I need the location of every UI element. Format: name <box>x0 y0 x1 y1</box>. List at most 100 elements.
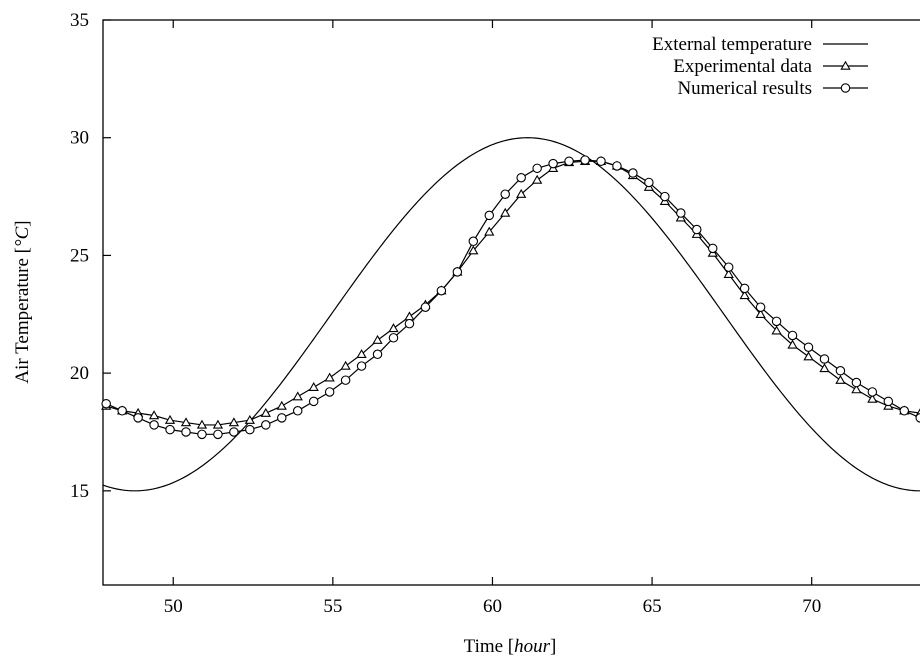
markers-layer <box>101 155 920 440</box>
data-point-series-3 <box>388 333 399 343</box>
data-point-series-2 <box>723 268 734 278</box>
y-axis-title-unit: °C <box>12 226 33 247</box>
data-point-series-2 <box>276 400 287 410</box>
data-point-series-3 <box>516 172 526 183</box>
data-point-series-2 <box>388 323 399 333</box>
x-tick-label: 55 <box>323 596 342 617</box>
series-line-2 <box>106 160 920 426</box>
data-point-series-2 <box>148 410 160 420</box>
data-point-series-3 <box>755 302 766 312</box>
y-tick-label: 30 <box>70 128 89 149</box>
data-point-series-3 <box>723 262 734 272</box>
data-point-series-3 <box>500 189 510 199</box>
data-point-series-2 <box>500 207 511 217</box>
y-axis-title-end: ] <box>12 220 33 226</box>
data-point-series-3 <box>532 163 542 174</box>
data-point-series-3 <box>692 224 702 235</box>
data-point-series-2 <box>196 419 208 429</box>
data-point-series-2 <box>835 374 846 384</box>
data-point-series-2 <box>867 393 878 403</box>
data-point-series-3 <box>915 413 920 423</box>
data-point-series-2 <box>819 363 830 373</box>
data-point-series-3 <box>883 396 894 407</box>
data-point-series-3 <box>149 420 159 430</box>
series-layer <box>103 137 920 492</box>
data-point-series-3 <box>101 398 111 409</box>
data-point-series-2 <box>164 414 176 424</box>
legend-marker-series-3 <box>840 83 851 93</box>
data-point-series-3 <box>261 420 271 430</box>
data-point-series-3 <box>660 191 670 202</box>
plot-frame <box>102 19 920 586</box>
data-point-series-2 <box>324 372 335 382</box>
data-point-series-3 <box>707 243 718 254</box>
data-point-series-2 <box>244 414 255 424</box>
data-point-series-2 <box>532 174 543 184</box>
data-point-series-2 <box>228 417 240 427</box>
data-point-series-3 <box>133 413 143 423</box>
legend-label-series-3: Numerical results <box>677 78 812 99</box>
data-point-series-3 <box>564 156 574 167</box>
data-point-series-2 <box>340 360 351 370</box>
data-point-series-3 <box>452 267 463 277</box>
data-point-series-2 <box>372 334 383 344</box>
legend-label-series-2: Experimental data <box>673 56 812 77</box>
data-point-series-3 <box>803 342 814 352</box>
data-point-series-3 <box>851 377 862 388</box>
data-point-series-3 <box>596 156 606 167</box>
data-point-series-3 <box>181 427 191 437</box>
data-point-series-2 <box>755 308 766 318</box>
data-point-series-2 <box>468 245 479 255</box>
data-point-series-3 <box>468 236 479 247</box>
data-point-series-3 <box>676 208 686 218</box>
data-point-series-2 <box>803 351 814 361</box>
y-axis-title-main: Air Temperature [ <box>12 247 33 384</box>
data-point-series-2 <box>787 339 798 349</box>
x-axis-title: Time [hour] <box>464 636 557 657</box>
data-point-series-2 <box>180 417 192 427</box>
x-tick-label: 70 <box>802 596 821 617</box>
data-point-series-2 <box>484 226 495 236</box>
data-point-series-3 <box>612 161 622 171</box>
data-point-series-3 <box>197 429 207 440</box>
y-tick-label: 35 <box>70 10 89 31</box>
legend-marker-series-2 <box>840 60 851 70</box>
series-line-3 <box>105 159 920 435</box>
y-axis-title: Air Temperature [°C] <box>12 220 33 383</box>
data-point-series-3 <box>213 429 223 440</box>
x-axis-title-main: Time [ <box>464 636 515 657</box>
x-tick-label: 60 <box>483 596 502 617</box>
data-point-series-3 <box>420 302 431 312</box>
series-line-1 <box>103 137 920 492</box>
data-point-series-3 <box>436 285 447 296</box>
x-axis-title-end: ] <box>550 636 556 657</box>
data-point-series-3 <box>739 283 750 294</box>
data-point-series-3 <box>771 316 782 327</box>
y-tick-label: 15 <box>70 481 89 502</box>
data-point-series-3 <box>819 354 830 364</box>
data-point-series-3 <box>580 155 590 165</box>
data-point-series-3 <box>372 349 383 360</box>
data-point-series-3 <box>484 210 495 221</box>
data-point-series-2 <box>356 348 367 358</box>
x-tick-label: 65 <box>643 596 662 617</box>
data-point-series-2 <box>851 384 862 394</box>
data-point-series-3 <box>340 375 351 385</box>
data-point-series-2 <box>771 325 782 335</box>
data-point-series-3 <box>229 427 239 437</box>
data-point-series-3 <box>548 158 558 169</box>
data-point-series-3 <box>835 366 846 376</box>
data-point-series-3 <box>277 413 287 423</box>
x-tick-label: 50 <box>164 596 183 617</box>
data-point-series-3 <box>245 424 255 435</box>
data-point-series-3 <box>117 406 127 416</box>
data-point-series-3 <box>356 361 367 371</box>
y-tick-label: 25 <box>70 245 89 266</box>
ticks-layer: 50 55 60 65 70 15 20 25 30 35 <box>70 10 821 617</box>
data-point-series-3 <box>324 387 335 397</box>
data-point-series-3 <box>899 406 910 416</box>
data-point-series-3 <box>628 168 638 178</box>
data-point-series-2 <box>260 407 271 417</box>
